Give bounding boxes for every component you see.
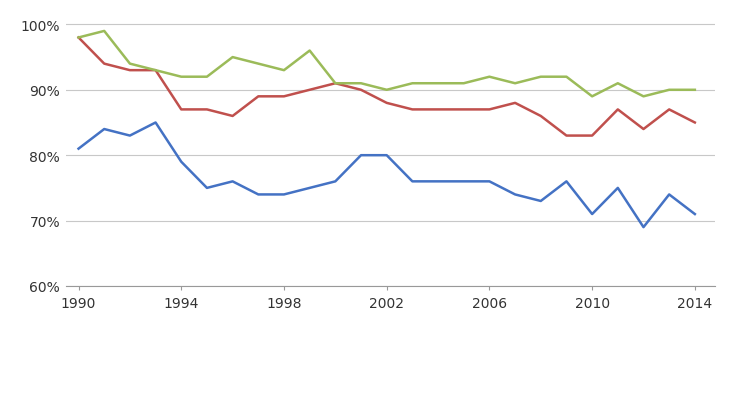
- Line: 5 years before bankruptcy: 5 years before bankruptcy: [79, 32, 695, 97]
- 1 year before bankruptcy: [280, 193, 288, 198]
- 1 year before bankruptcy: [305, 186, 314, 191]
- 3 years before bankruptcy: [613, 108, 622, 112]
- 5 years before bankruptcy: [459, 81, 468, 86]
- 5 years before bankruptcy: [691, 88, 699, 93]
- 3 years before bankruptcy: [691, 121, 699, 126]
- 3 years before bankruptcy: [151, 69, 160, 74]
- 5 years before bankruptcy: [74, 36, 83, 41]
- 5 years before bankruptcy: [383, 88, 391, 93]
- 3 years before bankruptcy: [331, 81, 339, 86]
- Line: 3 years before bankruptcy: 3 years before bankruptcy: [79, 38, 695, 136]
- 1 year before bankruptcy: [151, 121, 160, 126]
- 5 years before bankruptcy: [434, 81, 442, 86]
- 3 years before bankruptcy: [459, 108, 468, 112]
- 3 years before bankruptcy: [305, 88, 314, 93]
- 5 years before bankruptcy: [588, 94, 596, 99]
- 3 years before bankruptcy: [588, 134, 596, 139]
- 3 years before bankruptcy: [177, 108, 185, 112]
- 1 year before bankruptcy: [357, 153, 366, 158]
- 5 years before bankruptcy: [151, 69, 160, 74]
- 3 years before bankruptcy: [280, 94, 288, 99]
- 1 year before bankruptcy: [228, 180, 237, 184]
- 1 year before bankruptcy: [485, 180, 493, 184]
- 3 years before bankruptcy: [254, 94, 263, 99]
- 1 year before bankruptcy: [177, 160, 185, 165]
- 3 years before bankruptcy: [408, 108, 417, 112]
- 1 year before bankruptcy: [588, 212, 596, 217]
- 1 year before bankruptcy: [613, 186, 622, 191]
- 1 year before bankruptcy: [537, 199, 545, 204]
- 3 years before bankruptcy: [639, 127, 648, 132]
- 1 year before bankruptcy: [100, 127, 109, 132]
- 1 year before bankruptcy: [665, 193, 674, 198]
- 5 years before bankruptcy: [228, 56, 237, 61]
- 1 year before bankruptcy: [408, 180, 417, 184]
- 5 years before bankruptcy: [100, 29, 109, 34]
- 3 years before bankruptcy: [434, 108, 442, 112]
- 3 years before bankruptcy: [537, 114, 545, 119]
- 3 years before bankruptcy: [485, 108, 493, 112]
- 5 years before bankruptcy: [254, 62, 263, 67]
- 1 year before bankruptcy: [511, 193, 520, 198]
- 5 years before bankruptcy: [537, 75, 545, 80]
- 5 years before bankruptcy: [511, 81, 520, 86]
- 1 year before bankruptcy: [254, 193, 263, 198]
- 1 year before bankruptcy: [202, 186, 211, 191]
- Line: 1 year before bankruptcy: 1 year before bankruptcy: [79, 123, 695, 227]
- 1 year before bankruptcy: [331, 180, 339, 184]
- 5 years before bankruptcy: [485, 75, 493, 80]
- 5 years before bankruptcy: [408, 81, 417, 86]
- 3 years before bankruptcy: [665, 108, 674, 112]
- 5 years before bankruptcy: [665, 88, 674, 93]
- 1 year before bankruptcy: [126, 134, 134, 139]
- 1 year before bankruptcy: [434, 180, 442, 184]
- 5 years before bankruptcy: [331, 81, 339, 86]
- 3 years before bankruptcy: [357, 88, 366, 93]
- 5 years before bankruptcy: [305, 49, 314, 54]
- 3 years before bankruptcy: [383, 101, 391, 106]
- 1 year before bankruptcy: [459, 180, 468, 184]
- 5 years before bankruptcy: [126, 62, 134, 67]
- 3 years before bankruptcy: [228, 114, 237, 119]
- 3 years before bankruptcy: [562, 134, 571, 139]
- 3 years before bankruptcy: [202, 108, 211, 112]
- 3 years before bankruptcy: [511, 101, 520, 106]
- 5 years before bankruptcy: [613, 81, 622, 86]
- 1 year before bankruptcy: [691, 212, 699, 217]
- 1 year before bankruptcy: [639, 225, 648, 230]
- 3 years before bankruptcy: [100, 62, 109, 67]
- 5 years before bankruptcy: [562, 75, 571, 80]
- 1 year before bankruptcy: [383, 153, 391, 158]
- 5 years before bankruptcy: [280, 69, 288, 74]
- 5 years before bankruptcy: [639, 94, 648, 99]
- 5 years before bankruptcy: [357, 81, 366, 86]
- 3 years before bankruptcy: [74, 36, 83, 41]
- 3 years before bankruptcy: [126, 69, 134, 74]
- 1 year before bankruptcy: [74, 147, 83, 152]
- 5 years before bankruptcy: [202, 75, 211, 80]
- 5 years before bankruptcy: [177, 75, 185, 80]
- 1 year before bankruptcy: [562, 180, 571, 184]
